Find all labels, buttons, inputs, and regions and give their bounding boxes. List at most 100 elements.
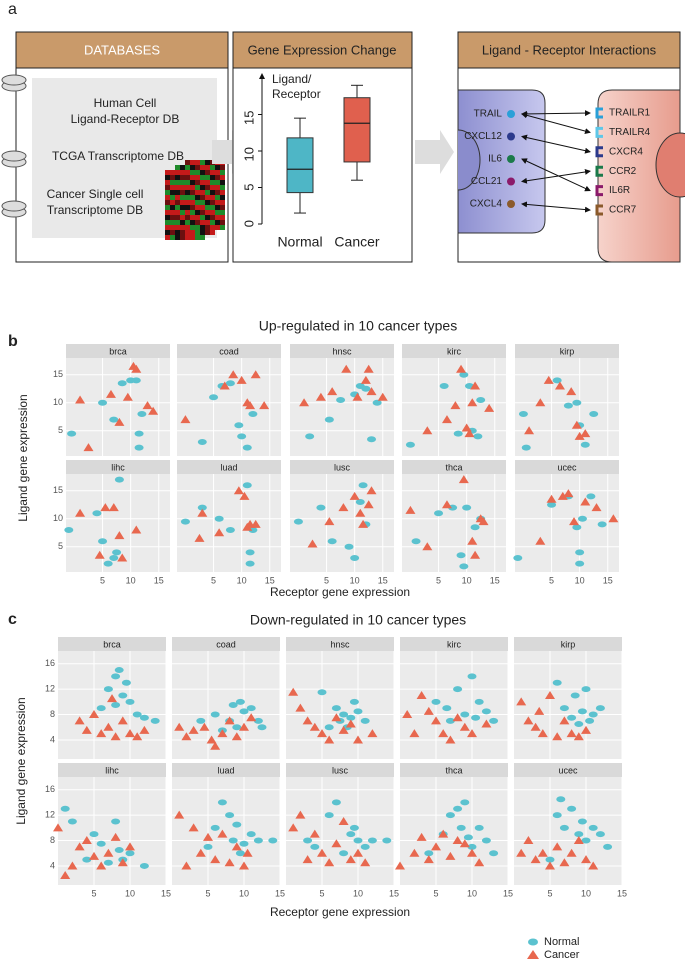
point (554, 381, 565, 390)
point (103, 686, 113, 693)
y-tick-label: 8 (50, 835, 55, 845)
x-tick-label: 15 (603, 575, 613, 585)
x-tick-label: 5 (324, 575, 329, 585)
heatmap-cell (195, 210, 200, 215)
ligand-label: CCL21 (471, 176, 503, 187)
heatmap-cell (180, 210, 185, 215)
point (53, 823, 63, 832)
point (67, 818, 77, 825)
heatmap-cell (195, 165, 200, 170)
x-tick-label: 5 (91, 888, 96, 898)
facet-panel (290, 474, 394, 572)
heatmap-cell (180, 195, 185, 200)
heatmap-cell (165, 185, 170, 190)
point (518, 411, 528, 417)
point (349, 698, 359, 705)
heatmap-cell (170, 195, 175, 200)
point (92, 510, 102, 517)
heatmap-cell (205, 225, 210, 230)
heatmap-cell (200, 185, 205, 190)
x-tick-label: 5 (319, 888, 324, 898)
point (580, 497, 591, 506)
facet-label: kirc (447, 346, 461, 356)
point (537, 729, 548, 738)
heatmap-cell (170, 220, 175, 225)
point (98, 399, 108, 406)
db-item: Human Cell (94, 96, 157, 110)
heatmap-cell (220, 175, 225, 180)
heatmap-cell (180, 235, 185, 240)
heatmap-cell (200, 205, 205, 210)
box (343, 97, 371, 163)
point (470, 381, 481, 390)
heatmap-cell (205, 205, 210, 210)
point (96, 729, 107, 738)
point (567, 714, 577, 721)
facet-label: luad (217, 765, 234, 775)
point (461, 423, 472, 432)
point (246, 831, 256, 838)
heatmap-cell (215, 200, 220, 205)
point (349, 824, 359, 831)
heatmap-cell (200, 180, 205, 185)
point (60, 805, 70, 812)
heatmap-cell (195, 225, 200, 230)
point (580, 429, 591, 438)
point (125, 698, 135, 705)
point (358, 519, 369, 528)
facet-strip (515, 344, 619, 358)
point (74, 842, 85, 851)
point (405, 441, 415, 448)
heatmap-cell (220, 195, 225, 200)
facet-label: hnsc (332, 346, 352, 356)
point (180, 518, 190, 525)
receptor-label: TRAILR1 (609, 108, 651, 119)
db-item: Cancer Single cell (47, 187, 144, 201)
point (239, 722, 249, 731)
point (481, 708, 491, 715)
point (467, 536, 478, 545)
heatmap-cell (185, 185, 190, 190)
receptor-label: CXCR4 (609, 146, 643, 157)
point (74, 716, 85, 725)
point (315, 392, 326, 401)
point (253, 717, 263, 724)
point (460, 799, 470, 806)
point (546, 494, 557, 503)
point (125, 850, 135, 857)
x-tick-label: 15 (161, 888, 171, 898)
heatmap-cell (195, 185, 200, 190)
facet-strip (286, 763, 394, 777)
point (324, 858, 335, 867)
point (131, 525, 142, 534)
point (489, 850, 499, 857)
receptor-marker (595, 126, 603, 138)
y-tick-label: 10 (53, 397, 63, 407)
point (217, 829, 228, 838)
point (460, 711, 470, 718)
point (60, 870, 71, 879)
point (89, 710, 99, 719)
point (456, 824, 466, 831)
heatmap-cell (210, 205, 215, 210)
facet-label: kirp (561, 639, 576, 649)
point (523, 836, 534, 845)
point (132, 711, 142, 718)
point (434, 510, 444, 517)
point (524, 426, 535, 435)
point (209, 394, 219, 401)
point (545, 856, 555, 863)
point (363, 500, 374, 509)
point (474, 858, 485, 867)
point (474, 698, 484, 705)
nucleus (457, 129, 481, 191)
point (210, 741, 221, 750)
point (242, 848, 253, 857)
panel-label: b (8, 333, 18, 350)
facet-label: ucec (557, 462, 577, 472)
point (203, 832, 213, 841)
point (552, 842, 563, 851)
point (199, 722, 210, 731)
heatmap-cell (210, 165, 215, 170)
heatmap-cell (190, 215, 195, 220)
